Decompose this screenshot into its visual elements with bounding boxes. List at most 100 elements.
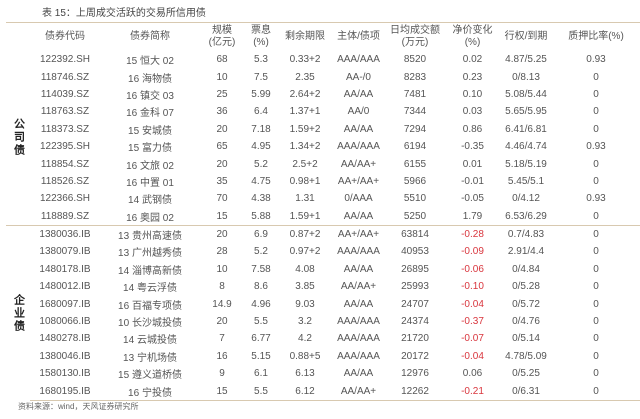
table-cell: 0.03 [462, 106, 483, 118]
table-cell: 65 [216, 141, 228, 153]
table-cell: 4.87/5.25 [505, 54, 547, 66]
table-cell: 5.88 [251, 210, 271, 222]
table-cell: AA/AA [343, 298, 374, 310]
table-cell: 6.41/6.81 [505, 123, 547, 135]
table-cell: 122392.SH [39, 54, 91, 66]
table-cell: 12976 [401, 368, 429, 380]
table-cell: 5.2 [254, 158, 268, 170]
table-cell: 24707 [401, 298, 429, 310]
table-cell: AA/AA [343, 123, 374, 135]
table-cell: 7481 [403, 88, 427, 100]
table-cell: AAA/AAA [337, 141, 380, 153]
table-cell: 16 [216, 350, 228, 362]
table-cell: 0 [593, 210, 599, 222]
table-cell: 0/5.25 [512, 368, 540, 380]
table-cell: 0.23 [462, 71, 483, 83]
column-header: 债券代码 [45, 31, 85, 42]
table-cell: 1.34+2 [289, 141, 321, 153]
table-cell: 20172 [401, 350, 429, 362]
table-cell: 0 [593, 368, 599, 380]
bond-table: 债券代码 债券简称 规模 (亿元) 票息 (%) 剩余期限 主体/债项 日均成交额 (万元)… [6, 22, 640, 401]
table-row: 118763.SZ 16 金科 07 36 6.4 1.37+1 AA/0 7344 0.03… [6, 103, 640, 120]
table-cell: 16 海物债 [128, 73, 172, 85]
table-cell: -0.05 [461, 193, 484, 205]
table-cell: 0 [593, 123, 599, 135]
table-cell: 4.38 [251, 193, 271, 205]
column-header: 票息 (%) [251, 25, 271, 48]
table-cell: 118854.SZ [40, 158, 90, 170]
table-cell: 3.85 [295, 281, 315, 293]
table-row: 1480278.IB 14 云城投债 7 6.77 4.2 AAA/AAA 21720 -0.… [6, 330, 640, 347]
table-cell: 4.96 [251, 298, 271, 310]
table-cell: 5.15 [251, 350, 271, 362]
table-cell: AAA/AAA [337, 350, 380, 362]
table-cell: 0.87+2 [278, 224, 332, 244]
table-cell: AAA/AAA [337, 333, 380, 345]
table-cell: 4.46/4.74 [505, 141, 547, 153]
table-cell: 0/4.12 [512, 193, 540, 205]
column-header: 净价变化 (%) [452, 25, 493, 48]
table-row: 122395.SH 15 富力债 65 4.95 1.34+2 AAA/AAA 6194 -0… [6, 138, 640, 155]
table-cell: 0/6.31 [500, 382, 552, 401]
table-cell: AA/AA+ [340, 281, 377, 293]
table-cell: 1580130.IB [39, 368, 91, 380]
table-cell: -0.06 [461, 263, 484, 275]
table-row: 118889.SZ 16 奥园 02 15 5.88 1.59+1 AA/AA 5250 1.… [6, 208, 640, 226]
table-row: 1580130.IB 15 遵义道桥债 9 6.1 6.13 AA/AA 12976 0.06… [6, 365, 640, 382]
table-cell: 5.45/5.1 [507, 175, 545, 187]
table-cell: 5.18/5.19 [505, 158, 547, 170]
table-cell: 14 武钢债 [128, 195, 172, 207]
table-cell: 13 贵州高速债 [100, 224, 200, 244]
table-cell: 28 [216, 246, 228, 258]
table-cell: 0.7/4.83 [500, 224, 552, 244]
table-cell: 1.59+1 [289, 210, 321, 222]
table-cell: 0 [593, 158, 599, 170]
column-header: 剩余期限 [285, 31, 325, 42]
table-cell: 2.5+2 [292, 158, 318, 170]
table-cell: 0/5.28 [512, 281, 540, 293]
table-cell: 5966 [403, 175, 427, 187]
table-cell: 0/4.84 [512, 263, 540, 275]
table-cell: 6194 [403, 141, 427, 153]
table-cell: 14 粤云浮债 [123, 283, 177, 295]
table-cell: 122395.SH [39, 141, 91, 153]
column-header: 主体/债项 [337, 31, 380, 42]
table-cell: 8 [219, 281, 225, 293]
table-cell: 0/8.13 [512, 71, 540, 83]
table-cell: 12262 [385, 382, 445, 401]
table-cell: 68 [216, 54, 228, 66]
table-cell: 0 [593, 333, 599, 345]
table-cell: 5.5 [254, 316, 268, 328]
table-row: 118854.SZ 16 文旅 02 20 5.2 2.5+2 AA/AA+ 6155 0.0… [6, 155, 640, 172]
table-cell: 5.65/5.95 [505, 106, 547, 118]
table-cell: 0.93 [586, 54, 606, 66]
column-header: 质押比率(%) [568, 31, 624, 42]
table-cell: 1380046.IB [39, 350, 91, 362]
table-cell: 16 宁投债 [100, 382, 200, 401]
table-cell: 1480178.IB [39, 263, 91, 275]
table-cell: 1.37+1 [289, 106, 321, 118]
table-cell: 15 [216, 210, 228, 222]
table-row: 1080066.IB 10 长沙城投债 20 5.5 3.2 AAA/AAA 24374 -0… [6, 313, 640, 330]
table-cell: 118889.SZ [40, 210, 90, 222]
table-cell: AA/AA+ [340, 158, 377, 170]
table-cell: AA/AA [343, 263, 374, 275]
table-cell: 0.97+2 [289, 246, 321, 258]
table-cell: 1.59+2 [289, 123, 321, 135]
table-cell: 8.6 [254, 281, 268, 293]
table-cell: 35 [216, 175, 228, 187]
table-cell: -0.09 [461, 246, 484, 258]
table-cell: 6.9 [244, 224, 278, 244]
table-cell: 16 文旅 02 [126, 160, 174, 172]
table-cell: 0.88+5 [289, 350, 321, 362]
table-cell: AAA/AAA [337, 316, 380, 328]
table-cell: 15 安城债 [128, 125, 172, 137]
table-cell: 7344 [403, 106, 427, 118]
table-row: 118526.SZ 16 中置 01 35 4.75 0.98+1 AA+/AA+ 5966… [6, 173, 640, 190]
table-cell: 0 [593, 350, 599, 362]
table-row: 企业债 1380036.IB 13 贵州高速债 20 6.9 0.87+2 AA+/AA+ 6… [6, 224, 640, 401]
table-row: 114039.SZ 16 镇交 03 25 5.99 2.64+2 AA/AA 7481 0.… [6, 86, 640, 103]
table-cell: 14.9 [212, 298, 232, 310]
column-header: 日均成交额 (万元) [390, 25, 440, 48]
table-cell: 0 [593, 263, 599, 275]
